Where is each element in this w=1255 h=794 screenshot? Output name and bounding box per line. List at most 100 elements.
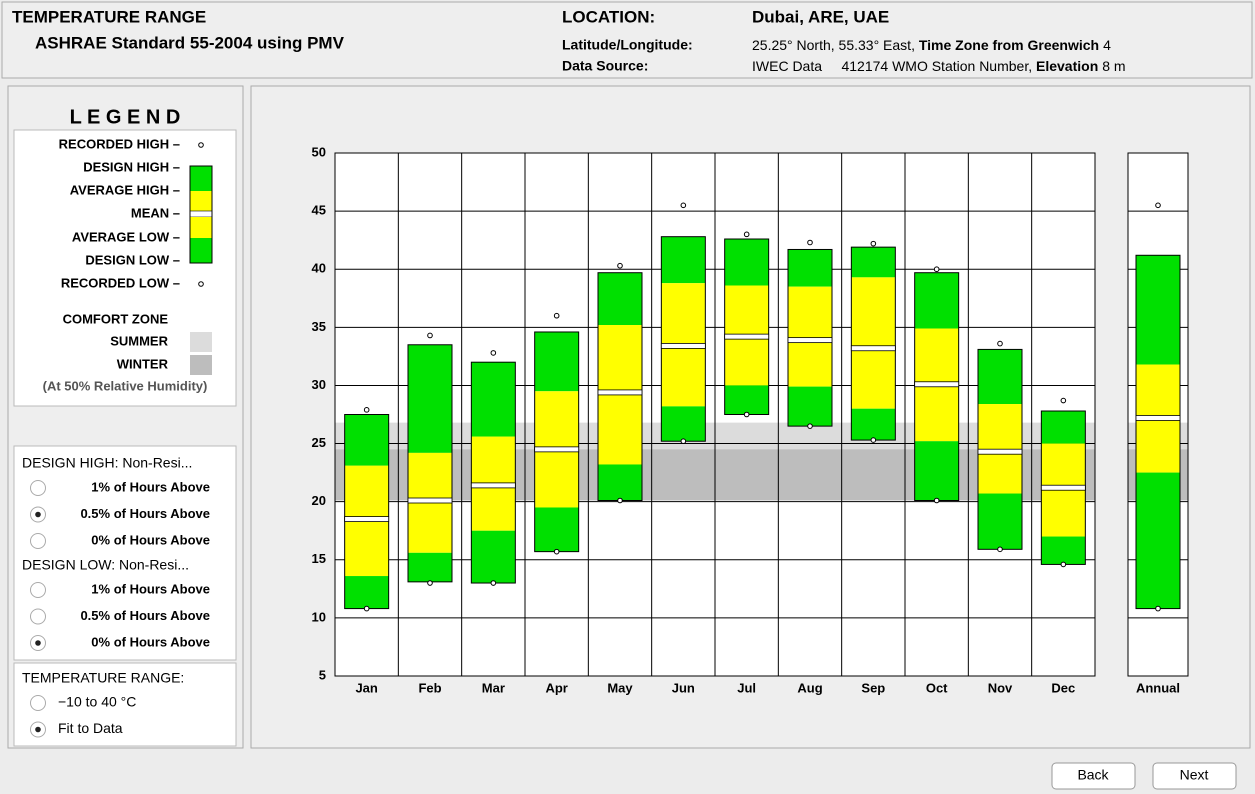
design-high-segment bbox=[344, 414, 389, 466]
radio-label[interactable]: 0.5% of Hours Above bbox=[80, 608, 210, 623]
mean-line bbox=[597, 389, 643, 396]
latlon-label: Latitude/Longitude: bbox=[562, 37, 693, 53]
recorded-low-dot bbox=[427, 580, 433, 586]
radio-label[interactable]: 1% of Hours Above bbox=[91, 479, 210, 494]
design-low-segment bbox=[978, 493, 1022, 550]
radio-dot[interactable] bbox=[35, 511, 41, 518]
mean-line bbox=[407, 497, 453, 504]
average-low-segment bbox=[914, 384, 959, 442]
design-low-segment bbox=[344, 576, 389, 609]
next-button[interactable] bbox=[1152, 762, 1237, 790]
radio-dot[interactable] bbox=[35, 726, 41, 733]
mean-line bbox=[787, 337, 833, 344]
average-low-segment bbox=[471, 485, 516, 531]
header-subtitle: ASHRAE Standard 55-2004 using PMV bbox=[35, 33, 345, 52]
design-high-segment bbox=[851, 247, 896, 278]
design-low-segment bbox=[408, 552, 452, 582]
recorded-low-dot bbox=[933, 497, 940, 504]
latlon: 25.25° North, 55.33° East, Time Zone fro… bbox=[752, 37, 1111, 53]
design-high-segment bbox=[408, 344, 452, 453]
humidity-note: (At 50% Relative Humidity) bbox=[43, 378, 208, 393]
recorded-low-dot bbox=[363, 605, 370, 612]
recorded-high-dot bbox=[363, 407, 370, 413]
radio-button[interactable] bbox=[30, 533, 46, 549]
y-tick-label: 20 bbox=[312, 493, 326, 508]
average-high-segment bbox=[661, 283, 706, 346]
recorded-low-dot bbox=[743, 411, 750, 418]
recorded-low-dot bbox=[870, 437, 877, 443]
comfort-label: SUMMER bbox=[110, 333, 168, 348]
radio-button[interactable] bbox=[30, 608, 46, 625]
average-low-segment bbox=[408, 500, 452, 553]
radio-label[interactable]: 0% of Hours Above bbox=[91, 532, 210, 547]
average-low-segment bbox=[851, 348, 896, 409]
mean-line bbox=[850, 345, 896, 352]
average-low-segment bbox=[1041, 487, 1086, 537]
legend-label: MEAN – bbox=[131, 205, 180, 220]
comfort-label: WINTER bbox=[117, 356, 169, 371]
comfort-swatch bbox=[190, 332, 212, 352]
recorded-high-dot bbox=[743, 231, 750, 238]
option-title: DESIGN LOW: Non-Resi... bbox=[22, 557, 189, 573]
radio-dot[interactable] bbox=[35, 640, 41, 646]
comfort-title: COMFORT ZONE bbox=[63, 311, 169, 326]
recorded-high-dot bbox=[427, 332, 433, 339]
average-high-segment bbox=[408, 452, 452, 501]
radio-button[interactable] bbox=[30, 582, 46, 598]
radio-label[interactable]: 1% of Hours Above bbox=[91, 581, 210, 596]
back-label[interactable]: Back bbox=[1077, 767, 1109, 783]
recorded-high-dot bbox=[1155, 202, 1161, 209]
x-tick-label: Dec bbox=[1051, 680, 1075, 695]
y-tick-label: 25 bbox=[312, 435, 326, 450]
legend-label: RECORDED LOW – bbox=[61, 275, 180, 290]
y-tick-label: 10 bbox=[312, 609, 326, 624]
legend-swatch bbox=[190, 238, 212, 263]
plot-border bbox=[334, 152, 1096, 677]
recorded-high-dot bbox=[997, 340, 1003, 347]
x-tick-label: Nov bbox=[988, 680, 1013, 695]
design-high-segment bbox=[978, 349, 1022, 405]
y-tick-label: 50 bbox=[312, 144, 326, 159]
design-low-segment bbox=[724, 385, 769, 415]
average-low-segment bbox=[598, 392, 642, 465]
average-high-segment bbox=[978, 404, 1022, 452]
mean-line bbox=[977, 448, 1023, 455]
radio-label[interactable]: −10 to 40 °C bbox=[58, 694, 136, 710]
average-high-segment bbox=[724, 285, 769, 337]
design-high-segment bbox=[471, 362, 516, 437]
design-low-segment bbox=[598, 464, 642, 501]
design-high-segment bbox=[788, 249, 832, 287]
mean-line bbox=[724, 333, 770, 340]
average-low-segment bbox=[978, 451, 1022, 494]
design-low-segment bbox=[851, 408, 896, 441]
design-low-segment bbox=[1136, 472, 1180, 609]
radio-button[interactable] bbox=[30, 695, 46, 711]
recorded-high-dot bbox=[807, 239, 813, 246]
x-tick-label: Mar bbox=[482, 680, 505, 695]
average-high-segment bbox=[344, 465, 389, 520]
source: IWEC Data 412174 WMO Station Number, Ele… bbox=[752, 58, 1126, 74]
x-tick-label: Jul bbox=[737, 680, 756, 695]
back-button[interactable] bbox=[1051, 762, 1136, 790]
radio-button[interactable] bbox=[30, 480, 46, 496]
design-high-segment bbox=[914, 272, 959, 329]
header-panel bbox=[1, 1, 1253, 79]
average-high-segment bbox=[598, 325, 642, 393]
plot-border bbox=[1127, 152, 1189, 677]
average-high-segment bbox=[1136, 364, 1180, 418]
recorded-low-dot bbox=[490, 580, 497, 586]
radio-label[interactable]: 0% of Hours Above bbox=[91, 634, 210, 649]
average-high-segment bbox=[851, 277, 896, 349]
recorded-high-dot bbox=[553, 312, 560, 319]
y-tick-label: 40 bbox=[312, 261, 326, 276]
radio-label[interactable]: 0.5% of Hours Above bbox=[80, 506, 210, 521]
next-label[interactable]: Next bbox=[1180, 767, 1209, 783]
x-tick-label: Aug bbox=[797, 680, 822, 695]
timezone-label: Time Zone from Greenwich bbox=[919, 37, 1099, 53]
average-low-segment bbox=[661, 345, 706, 407]
header-title: TEMPERATURE RANGE bbox=[12, 7, 206, 26]
design-low-segment bbox=[534, 507, 579, 552]
x-tick-label: Sep bbox=[861, 680, 885, 695]
radio-label[interactable]: Fit to Data bbox=[58, 720, 123, 736]
